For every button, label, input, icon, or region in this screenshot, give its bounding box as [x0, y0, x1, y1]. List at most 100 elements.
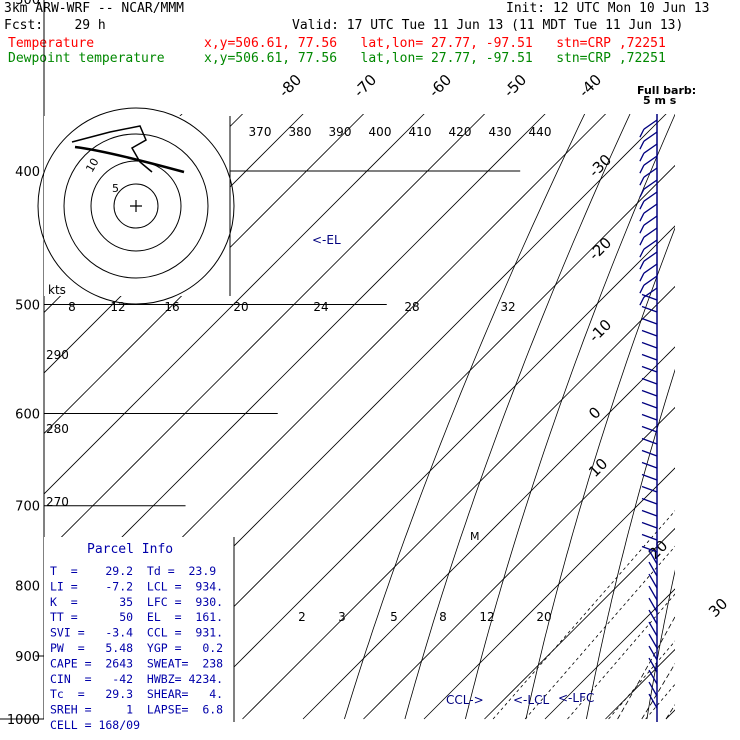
dry-adiabat-line — [344, 114, 586, 720]
wind-barb — [648, 573, 658, 589]
lfc-annotation: <-LFC — [558, 691, 594, 705]
wind-barb — [648, 633, 658, 649]
wind-barb-flag — [639, 200, 645, 210]
theta-e-label: 380 — [289, 125, 312, 139]
wind-barb — [643, 167, 658, 178]
wind-barb — [641, 449, 658, 457]
wind-barb — [643, 251, 658, 262]
wind-barb — [641, 473, 658, 481]
wind-barb — [641, 365, 658, 373]
isotherm-line — [44, 114, 486, 556]
wind-barb — [641, 305, 658, 313]
wind-barb — [648, 681, 658, 697]
dry-adiabat-line — [586, 368, 675, 720]
valid-time: Valid: 17 UTC Tue 11 Jun 13 (11 MDT Tue … — [292, 18, 684, 33]
pressure-tick-label: 800 — [15, 580, 40, 595]
parcel-info-row: T = 29.2 Td = 23.9 — [50, 564, 216, 578]
wind-barb — [643, 191, 658, 202]
hodograph-ring — [63, 133, 209, 279]
pressure-tick-label: 900 — [15, 650, 40, 665]
wind-barb — [648, 585, 658, 601]
isentrope-label: 290 — [46, 348, 69, 362]
temperature-tick-label: -60 — [425, 71, 455, 101]
temperature-tick-label: -50 — [500, 71, 530, 101]
temperature-tick-label: -10 — [585, 316, 615, 346]
parcel-info-row: Tc = 29.3 SHEAR= 4. — [50, 687, 223, 701]
hodograph-speed-label: 16 — [164, 300, 179, 314]
m-marker: M — [470, 530, 480, 543]
mixing-ratio-line — [608, 640, 675, 720]
parcel-info-row: PW = 5.48 YGP = 0.2 — [50, 641, 223, 655]
dry-adiabat-line — [646, 569, 675, 720]
mixing-ratio-label: 8 — [439, 610, 447, 624]
temperature-tick-label: -20 — [585, 234, 615, 264]
isentrope-label: 280 — [46, 422, 69, 436]
wind-barb-flag — [639, 152, 645, 162]
wind-barb — [648, 693, 658, 709]
pressure-tick-label: 600 — [15, 408, 40, 423]
parcel-info-row: LI = -7.2 LCL = 934. — [50, 579, 223, 593]
parcel-info-row: TT = 50 EL = 161. — [50, 610, 223, 624]
isotherm-line — [181, 225, 675, 720]
model-title: 3km ARW-WRF -- NCAR/MMM — [4, 1, 185, 16]
wind-barb — [648, 669, 658, 685]
pressure-tick-label: 1000 — [7, 713, 40, 728]
forecast-hour: Fcst: 29 h — [4, 18, 106, 33]
hodograph-speed-label: 32 — [500, 300, 515, 314]
parcel-info-panel — [44, 537, 234, 723]
theta-e-label: 390 — [329, 125, 352, 139]
wind-barb-flag — [639, 248, 645, 258]
wind-barb — [641, 377, 658, 385]
wind-barb — [643, 227, 658, 238]
wind-barb — [641, 425, 658, 433]
isotherm-line — [727, 0, 740, 719]
el-annotation: <-EL — [312, 233, 341, 247]
wind-barb — [643, 239, 658, 250]
wind-barb-flag — [639, 260, 645, 270]
pressure-tick-label: 700 — [15, 500, 40, 515]
theta-e-label: 370 — [249, 125, 272, 139]
wind-barb — [641, 533, 658, 541]
wind-barb — [643, 131, 658, 142]
wind-barb — [641, 413, 658, 421]
ccl-annotation: CCL-> — [446, 693, 484, 707]
moist-adiabat-line — [665, 704, 675, 720]
hodograph-speed-label: 24 — [313, 300, 328, 314]
hodograph-ring — [113, 183, 159, 229]
hodograph-speed-label: 28 — [404, 300, 419, 314]
isotherm-line — [121, 164, 675, 720]
wind-barb — [643, 143, 658, 154]
temperature-location: x,y=506.61, 77.56 lat,lon= 27.77, -97.51… — [204, 36, 666, 51]
dry-adiabat-line — [465, 114, 675, 720]
mixing-ratio-label: 3 — [338, 610, 346, 624]
wind-barb-flag — [639, 296, 645, 306]
wind-barb — [641, 521, 658, 529]
parcel-info-row: CIN = -42 HWBZ= 4234. — [50, 672, 223, 686]
wind-barb — [643, 155, 658, 166]
hodograph-ring — [37, 107, 235, 305]
parcel-info-row: K = 35 LFC = 930. — [50, 595, 223, 609]
wind-barb — [643, 179, 658, 190]
wind-barb — [643, 119, 658, 130]
moist-adiabat-line — [617, 615, 675, 720]
hodograph-speed-label: 12 — [110, 300, 125, 314]
wind-barb-flag — [639, 140, 645, 150]
wind-barb — [648, 621, 658, 637]
wind-barb — [641, 329, 658, 337]
isotherm-line — [60, 114, 667, 720]
wind-barb — [641, 293, 658, 301]
mixing-ratio-label: 12 — [479, 610, 494, 624]
pressure-tick-label: 300 — [15, 0, 40, 8]
hodograph-speed-label: 20 — [233, 300, 248, 314]
wind-barb — [641, 485, 658, 493]
wind-barb — [643, 203, 658, 214]
theta-e-label: 440 — [529, 125, 552, 139]
isotherm-line — [44, 114, 546, 616]
wind-barb — [641, 461, 658, 469]
mixing-ratio-line — [695, 393, 740, 719]
wind-barb-flag — [639, 164, 645, 174]
pressure-tick-label: 400 — [15, 165, 40, 180]
wind-barb — [643, 215, 658, 226]
wind-barb — [643, 263, 658, 274]
